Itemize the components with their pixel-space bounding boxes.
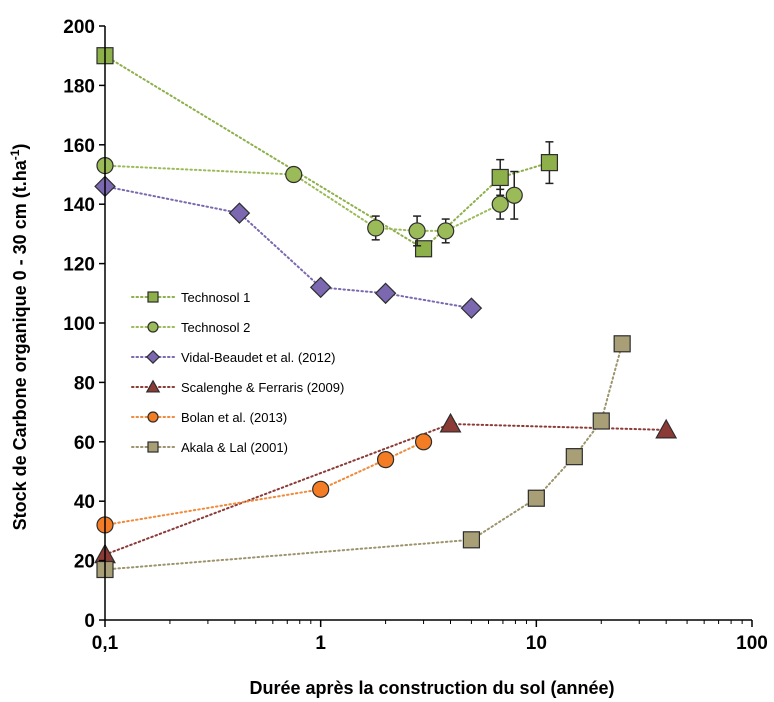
data-point xyxy=(414,433,433,451)
data-point xyxy=(312,480,330,498)
series-line xyxy=(104,54,551,250)
y-tick-label: 0 xyxy=(84,611,95,632)
legend-item-scalenghe-ferraris-2009: Scalenghe & Ferraris (2009) xyxy=(131,379,344,395)
legend-marker xyxy=(147,441,159,453)
y-tick-label: 200 xyxy=(63,17,95,38)
x-axis-title: Durée après la construction du sol (anné… xyxy=(249,678,614,698)
y-tick-label: 160 xyxy=(63,136,95,157)
series-line xyxy=(104,342,624,571)
legend-item-technosol-2: Technosol 2 xyxy=(131,320,250,335)
data-point xyxy=(408,222,426,240)
legend-item-akala-lal-2001: Akala & Lal (2001) xyxy=(131,440,288,455)
data-point xyxy=(592,412,610,430)
series-akala-lal-2001 xyxy=(96,335,631,579)
data-point xyxy=(439,412,462,433)
series-line xyxy=(104,440,425,526)
data-point xyxy=(437,222,455,240)
legend: Technosol 1 Technosol 2 Vidal-Beaudet et a… xyxy=(131,290,344,455)
legend-marker xyxy=(147,411,159,423)
y-tick-label: 140 xyxy=(63,195,95,216)
data-point xyxy=(285,165,303,184)
y-axis-title-main: Stock de Carbone organique 0 - 30 cm (t.… xyxy=(10,159,30,530)
data-point xyxy=(367,219,385,237)
y-axis-title-end: ) xyxy=(10,144,30,150)
legend-item-vidal-beaudet-et-al-2012: Vidal-Beaudet et al. (2012) xyxy=(131,349,335,365)
data-point xyxy=(565,448,583,466)
legend-label: Technosol 1 xyxy=(181,290,250,305)
data-point xyxy=(228,202,251,224)
data-point xyxy=(613,335,631,353)
data-point xyxy=(491,195,509,213)
data-point xyxy=(491,168,509,187)
y-tick-label: 120 xyxy=(63,255,95,276)
legend-marker xyxy=(147,321,159,333)
x-tick-label: 100 xyxy=(736,633,768,654)
x-tick-label: 1 xyxy=(315,633,326,654)
y-axis-title: Stock de Carbone organique 0 - 30 cm (t.… xyxy=(8,144,30,531)
data-point xyxy=(505,186,523,204)
y-axis-title-sup: -1 xyxy=(8,149,22,160)
data-point xyxy=(376,451,395,469)
legend-label: Akala & Lal (2001) xyxy=(181,440,288,455)
legend-label: Vidal-Beaudet et al. (2012) xyxy=(181,350,335,365)
y-tick-label: 80 xyxy=(74,373,95,394)
data-point xyxy=(540,154,559,172)
series-technosol-1 xyxy=(96,47,559,258)
y-tick-label: 20 xyxy=(74,552,95,573)
y-tick-label: 60 xyxy=(74,433,95,454)
data-point xyxy=(462,531,481,549)
legend-label: Bolan et al. (2013) xyxy=(181,410,287,425)
x-tick-label: 10 xyxy=(526,633,547,654)
data-point xyxy=(309,276,332,299)
data-point xyxy=(527,489,545,507)
legend-item-technosol-1: Technosol 1 xyxy=(131,290,250,305)
y-tick-label: 40 xyxy=(74,492,95,513)
series-vidal-beaudet-et-al-2012 xyxy=(94,175,483,319)
legend-marker xyxy=(145,349,161,365)
legend-label: Technosol 2 xyxy=(181,320,250,335)
y-tick-label: 100 xyxy=(63,314,95,335)
data-point xyxy=(655,418,678,439)
data-point xyxy=(414,240,433,258)
data-point xyxy=(460,297,483,319)
legend-marker xyxy=(147,291,159,303)
data-point xyxy=(374,282,397,305)
legend-item-bolan-et-al-2013: Bolan et al. (2013) xyxy=(131,410,287,425)
y-tick-label: 180 xyxy=(63,76,95,97)
series-technosol-2 xyxy=(96,156,523,247)
x-tick-label: 0,1 xyxy=(92,633,119,654)
legend-label: Scalenghe & Ferraris (2009) xyxy=(181,380,344,395)
legend-marker xyxy=(145,379,161,393)
